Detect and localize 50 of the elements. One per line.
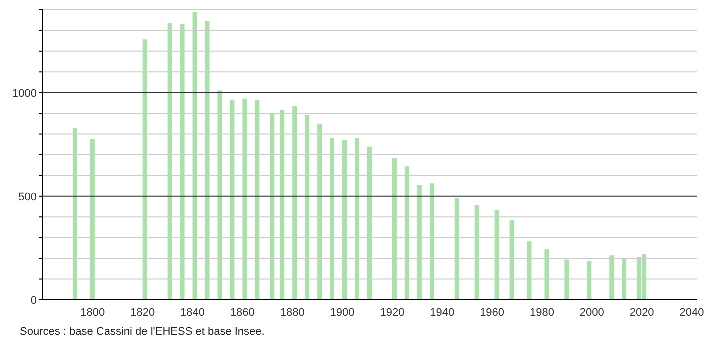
bar [430, 184, 434, 300]
bar [270, 113, 275, 300]
bar [564, 260, 570, 300]
y-tick-label: 1000 [12, 88, 37, 100]
bar [622, 258, 627, 300]
bar [454, 198, 460, 300]
bar [318, 124, 322, 300]
bar [305, 115, 310, 300]
bar [368, 146, 372, 300]
x-tick-label: 1840 [180, 306, 206, 319]
bar [72, 128, 78, 300]
x-tick-label: 2040 [680, 306, 704, 319]
source-note: Sources : base Cassini de l'EHESS et base Insee. [20, 326, 266, 338]
bar [218, 90, 222, 300]
bar [180, 24, 185, 300]
bar [610, 256, 614, 300]
x-tick-label: 2000 [580, 306, 604, 319]
x-tick-label: 1900 [330, 306, 355, 319]
x-tick-label: 1800 [80, 306, 106, 319]
bar [355, 138, 360, 300]
y-tick-label: 500 [18, 191, 37, 204]
bar [527, 242, 532, 300]
bar [417, 185, 422, 300]
x-tick-label: 1920 [380, 306, 405, 319]
x-tick-label: 1980 [530, 306, 554, 319]
bar [544, 250, 550, 300]
x-tick-label: 1860 [230, 306, 255, 319]
bar [230, 100, 235, 300]
bar [255, 100, 260, 300]
bar [510, 220, 514, 300]
x-tick-label: 1820 [130, 306, 156, 319]
bar [342, 140, 348, 300]
bar [330, 138, 335, 300]
bar [404, 166, 410, 300]
bar [587, 261, 592, 300]
bar [292, 106, 298, 300]
bar [474, 206, 480, 300]
bar [192, 12, 198, 300]
x-tick-label: 1880 [280, 306, 305, 319]
bar [392, 158, 397, 300]
bar [142, 40, 148, 300]
y-tick-label: 0 [30, 294, 37, 307]
bar [494, 210, 500, 300]
bar [242, 98, 248, 300]
bar [280, 110, 285, 300]
x-tick-label: 1940 [430, 306, 455, 319]
x-tick-label: 2020 [630, 306, 654, 319]
x-tick-label: 1960 [480, 306, 505, 319]
bar [90, 139, 95, 300]
bar [168, 23, 172, 300]
